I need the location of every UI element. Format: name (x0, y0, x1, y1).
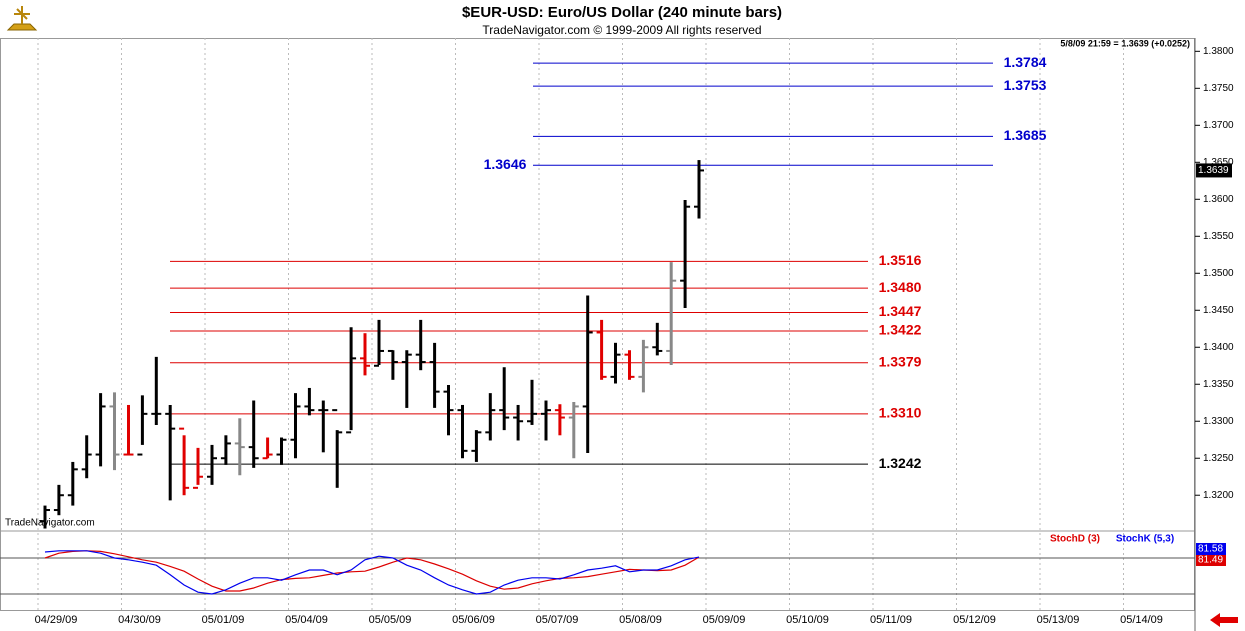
logo (6, 6, 38, 31)
scroll-arrow[interactable] (1210, 613, 1238, 627)
last-value-label: 81.58 (1198, 544, 1223, 555)
x-tick-label: 04/30/09 (118, 614, 161, 626)
y-tick-label: 1.3750 (1203, 83, 1234, 94)
x-tick-label: 05/05/09 (369, 614, 412, 626)
x-tick-label: 04/29/09 (35, 614, 78, 626)
x-tick-label: 05/14/09 (1120, 614, 1163, 626)
last-price-box (1196, 163, 1232, 178)
stoch-line (44, 550, 700, 592)
x-tick-label: 05/01/09 (202, 614, 245, 626)
legend-entry: StochD (3) (1050, 534, 1100, 545)
last-value-label: 81.49 (1198, 555, 1223, 566)
level-label: 1.3422 (879, 322, 922, 338)
level-label: 1.3685 (1004, 127, 1047, 143)
y-tick-label: 1.3650 (1203, 157, 1234, 168)
level-label: 1.3310 (879, 405, 922, 421)
level-label: 1.3242 (879, 455, 922, 471)
x-tick-label: 05/06/09 (452, 614, 495, 626)
watermark: TradeNavigator.com (5, 518, 95, 529)
y-tick-label: 1.3350 (1203, 379, 1234, 390)
y-tick-label: 1.3250 (1203, 453, 1234, 464)
y-tick-label: 1.3500 (1203, 268, 1234, 279)
level-label: 1.3447 (879, 303, 922, 319)
x-tick-label: 05/08/09 (619, 614, 662, 626)
level-label: 1.3784 (1004, 54, 1047, 70)
level-label: 1.3480 (879, 279, 922, 295)
level-label: 1.3753 (1004, 77, 1047, 93)
y-tick-label: 1.3200 (1203, 490, 1234, 501)
x-tick-label: 05/09/09 (703, 614, 746, 626)
x-tick-label: 05/07/09 (536, 614, 579, 626)
x-tick-label: 05/13/09 (1037, 614, 1080, 626)
y-tick-label: 1.3550 (1203, 231, 1234, 242)
last-price-label: 1.3639 (1198, 165, 1229, 176)
level-label: 1.3379 (879, 353, 922, 369)
y-tick-label: 1.3700 (1203, 120, 1234, 131)
y-tick-label: 1.3600 (1203, 194, 1234, 205)
y-tick-label: 1.3300 (1203, 416, 1234, 427)
chart-title: $EUR-USD: Euro/US Dollar (240 minute bar… (462, 4, 782, 21)
y-tick-label: 1.3400 (1203, 342, 1234, 353)
level-label: 1.3646 (484, 156, 527, 172)
y-tick-label: 1.3800 (1203, 46, 1234, 57)
x-tick-label: 05/04/09 (285, 614, 328, 626)
x-tick-label: 05/11/09 (870, 614, 912, 626)
level-label: 1.3516 (879, 252, 922, 268)
last-value-box (1196, 543, 1226, 555)
chart-subtitle: TradeNavigator.com © 1999-2009 All right… (482, 23, 761, 37)
stoch-line (44, 550, 700, 595)
legend-entry: StochK (5,3) (1116, 534, 1174, 545)
last-value-box (1196, 554, 1226, 566)
quote-info: 5/8/09 21:59 = 1.3639 (+0.0252) (1060, 38, 1190, 48)
y-tick-label: 1.3450 (1203, 305, 1234, 316)
x-tick-label: 05/10/09 (786, 614, 829, 626)
x-tick-label: 05/12/09 (953, 614, 996, 626)
